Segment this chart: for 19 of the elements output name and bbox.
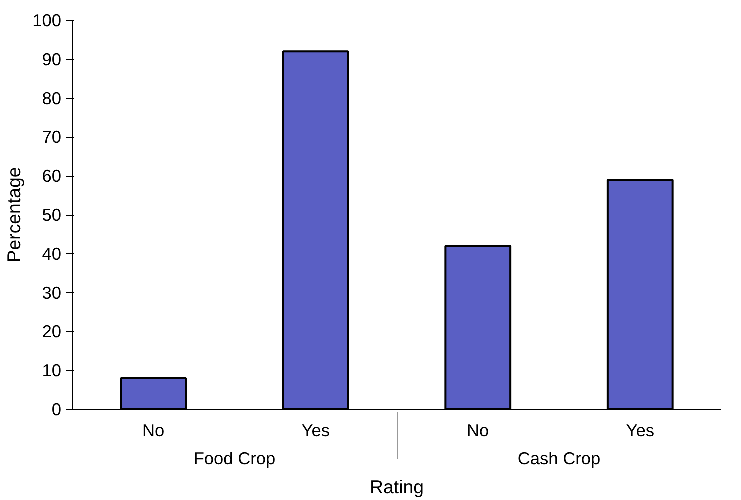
y-tick-label: 70 — [42, 127, 62, 148]
y-tick-label: 50 — [42, 205, 62, 225]
x-axis-title: Rating — [370, 476, 424, 498]
x-tick-label: No — [467, 420, 490, 440]
x-tick-label: Yes — [626, 420, 655, 440]
y-tick-label: 20 — [42, 322, 62, 342]
y-tick-label: 10 — [42, 360, 62, 381]
y-axis-title: Percentage — [4, 167, 25, 263]
x-tick-label: No — [142, 420, 165, 440]
text: Food Crop — [194, 448, 276, 468]
x-tick-label: Yes — [302, 420, 330, 440]
y-tick-label: 60 — [42, 166, 62, 186]
y-tick-label: 80 — [42, 88, 62, 108]
y-tick-label: 40 — [42, 244, 62, 264]
text: Cash Crop — [518, 448, 601, 468]
y-tick-label: 30 — [42, 282, 62, 303]
y-tick-label: 0 — [52, 400, 62, 420]
y-tick-label: 100 — [32, 10, 62, 30]
y-tick-label: 90 — [42, 49, 62, 70]
